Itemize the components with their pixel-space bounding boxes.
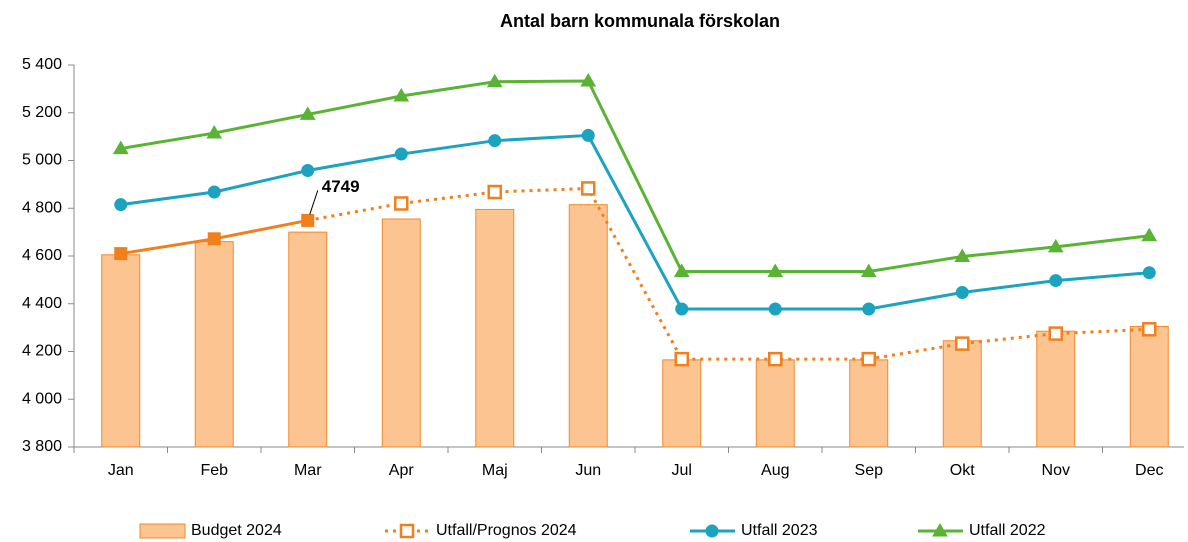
marker: [955, 286, 969, 300]
x-tick-label: Jan: [108, 462, 134, 479]
bar: [942, 340, 982, 448]
x-tick-label: Maj: [482, 462, 508, 479]
marker: [955, 336, 970, 351]
marker: [767, 263, 784, 278]
marker: [301, 213, 315, 227]
marker: [114, 247, 128, 261]
marker: [1142, 322, 1157, 337]
legend-label: Utfall/Prognos 2024: [436, 522, 577, 539]
marker: [581, 128, 595, 142]
legend-marker: [399, 523, 415, 539]
x-tick-label: Apr: [389, 462, 415, 479]
marker: [861, 351, 876, 367]
marker: [114, 198, 128, 212]
marker: [394, 196, 409, 211]
x-tick-label: Dec: [1135, 462, 1163, 479]
line: [120, 79, 1150, 274]
chart-title: Antal barn kommunala förskolan: [500, 11, 780, 31]
bar: [849, 359, 889, 448]
marker: [207, 185, 221, 199]
legend-marker: [932, 523, 948, 537]
legend-label: Budget 2024: [191, 522, 282, 539]
y-tick-label: 4 600: [22, 247, 62, 264]
marker: [1049, 274, 1063, 288]
legend-label: Utfall 2023: [741, 522, 818, 539]
x-tick-label: Sep: [855, 462, 884, 479]
y-tick-label: 5 400: [22, 56, 62, 73]
marker: [486, 73, 503, 88]
marker: [581, 181, 596, 196]
marker: [862, 302, 876, 316]
y-tick-label: 4 000: [22, 390, 62, 407]
legend-marker: [705, 524, 719, 538]
marker: [675, 302, 689, 316]
annotation-leader: [309, 190, 319, 215]
marker: [674, 351, 689, 367]
marker: [1048, 326, 1063, 341]
marker: [768, 302, 782, 316]
x-tick-label: Jun: [575, 462, 601, 479]
bar: [755, 359, 795, 448]
y-tick-label: 4 800: [22, 199, 62, 216]
marker: [299, 106, 316, 120]
marker: [112, 140, 129, 155]
marker: [1047, 238, 1064, 253]
bar: [288, 231, 328, 448]
bar: [194, 241, 234, 448]
x-tick-label: Aug: [761, 462, 789, 479]
marker: [954, 248, 971, 262]
legend-swatch: [139, 523, 186, 539]
marker: [393, 88, 410, 102]
marker: [488, 134, 502, 148]
bar: [1129, 325, 1169, 448]
marker: [1141, 227, 1158, 242]
bar: [1036, 330, 1076, 448]
bar: [381, 218, 421, 448]
line-forecast: [307, 186, 1150, 361]
marker: [207, 232, 221, 246]
y-tick-label: 4 200: [22, 343, 62, 360]
annotation: 4749: [322, 177, 360, 196]
bar: [101, 254, 141, 448]
bar: [662, 359, 702, 448]
bar: [475, 208, 515, 448]
marker: [1142, 266, 1156, 280]
marker: [860, 263, 877, 278]
marker: [487, 184, 502, 200]
x-tick-label: Nov: [1042, 462, 1070, 479]
marker: [768, 351, 783, 367]
x-tick-label: Okt: [950, 462, 975, 479]
x-tick-label: Feb: [200, 462, 228, 479]
y-tick-label: 5 200: [22, 104, 62, 121]
marker: [394, 147, 408, 161]
marker: [673, 263, 690, 278]
y-tick-label: 3 800: [22, 438, 62, 455]
bar: [568, 204, 608, 448]
legend-label: Utfall 2022: [969, 522, 1046, 539]
y-tick-label: 4 400: [22, 295, 62, 312]
marker: [301, 164, 315, 178]
y-tick-label: 5 000: [22, 152, 62, 169]
marker: [206, 125, 223, 139]
marker: [580, 73, 597, 87]
x-tick-label: Jul: [672, 462, 692, 479]
line: [120, 133, 1150, 311]
x-tick-label: Mar: [294, 462, 322, 479]
